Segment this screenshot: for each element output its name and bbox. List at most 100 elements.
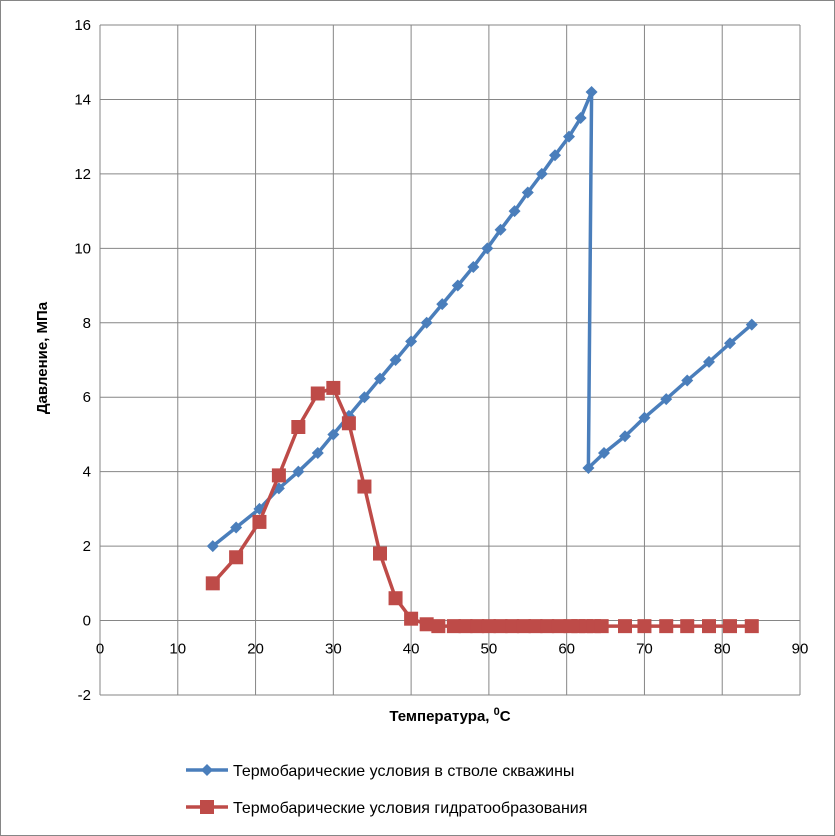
data-point: [638, 411, 651, 424]
data-point: [594, 619, 609, 634]
x-tick-label: 60: [558, 641, 575, 658]
data-point: [680, 619, 695, 634]
data-point: [481, 619, 496, 634]
y-tick-label: 12: [74, 166, 91, 183]
data-point: [585, 86, 598, 98]
data-point: [436, 298, 449, 311]
data-point: [637, 619, 652, 634]
x-tick-label: 0: [96, 641, 104, 658]
data-point: [467, 260, 480, 273]
y-tick-label: -2: [78, 687, 91, 704]
data-point: [358, 391, 371, 404]
data-point: [681, 374, 694, 387]
x-tick-label: 50: [481, 641, 498, 658]
data-point: [521, 186, 534, 199]
data-point: [470, 619, 485, 634]
data-point: [458, 619, 473, 634]
data-point: [292, 465, 305, 478]
data-point: [206, 540, 219, 553]
data-point: [563, 130, 575, 143]
data-point: [291, 420, 306, 434]
data-point: [405, 335, 418, 348]
data-point: [724, 337, 736, 350]
data-point: [660, 393, 673, 406]
data-point: [253, 502, 266, 515]
data-point: [310, 386, 325, 401]
data-point: [205, 576, 220, 591]
y-tick-label: 16: [74, 17, 91, 34]
data-point: [574, 112, 587, 125]
data-point: [493, 619, 508, 634]
data-point: [494, 223, 507, 236]
data-point: [419, 617, 434, 632]
grid: [99, 24, 801, 696]
data-point: [549, 149, 561, 162]
legend: Термобарические условия в стволе скважин…: [186, 763, 587, 817]
y-tick-label: 2: [83, 538, 91, 555]
data-point: [618, 619, 632, 634]
x-tick-label: 30: [325, 641, 342, 658]
data-point: [373, 546, 387, 561]
data-point: [271, 468, 286, 483]
data-point: [374, 372, 386, 385]
x-tick-label: 20: [247, 641, 264, 658]
y-tick-label: 14: [74, 91, 91, 108]
data-point: [505, 619, 520, 634]
data-point: [326, 380, 341, 395]
data-point: [341, 416, 356, 431]
x-tick-label: 80: [714, 641, 731, 658]
data-point: [659, 619, 674, 634]
data-point: [535, 167, 548, 180]
data-point: [357, 479, 372, 494]
data-point: [252, 514, 267, 529]
data-point: [703, 355, 715, 368]
data-point: [744, 619, 759, 634]
y-tick-label: 10: [74, 240, 91, 257]
legend-label: Термобарические условия в стволе скважин…: [233, 763, 574, 780]
y-tick-label: 4: [83, 464, 91, 481]
data-point: [451, 279, 464, 292]
data-point: [745, 318, 758, 331]
series-2: [205, 380, 759, 634]
y-axis-title: Давление, МПа: [34, 301, 51, 414]
x-tick-label: 90: [792, 641, 809, 658]
x-tick-label: 70: [636, 641, 653, 658]
legend-marker: [201, 764, 213, 776]
data-point: [481, 242, 494, 255]
y-tick-label: 6: [83, 389, 91, 406]
data-point: [229, 550, 244, 565]
series-line: [211, 90, 753, 548]
data-point: [508, 205, 521, 218]
x-axis-title: Температура, 0C: [389, 706, 510, 725]
legend-item: Термобарические условия в стволе скважин…: [186, 763, 574, 780]
data-point: [540, 619, 555, 634]
data-point: [230, 521, 243, 534]
series-1: [206, 86, 758, 553]
data-point: [431, 619, 446, 634]
legend-item: Термобарические условия гидратообразован…: [186, 800, 587, 817]
series-layer: [205, 86, 759, 634]
data-point: [311, 447, 324, 460]
data-point: [446, 619, 461, 634]
data-point: [619, 430, 631, 443]
data-point: [404, 611, 419, 626]
x-tick-label: 10: [169, 641, 186, 658]
data-point: [388, 591, 403, 606]
data-point: [723, 619, 737, 634]
data-point: [702, 619, 716, 634]
data-point: [389, 354, 402, 366]
tick-labels: -2 0 2 4 6 8 10 12 14 16 0 10 20 30 40 50 60 70 80 90: [74, 17, 808, 704]
data-point: [327, 428, 340, 441]
x-tick-label: 40: [403, 641, 420, 658]
data-point: [528, 619, 543, 634]
data-point: [551, 619, 566, 634]
legend-label: Термобарические условия гидратообразован…: [233, 800, 587, 817]
data-point: [582, 461, 595, 474]
data-point: [420, 316, 433, 329]
y-tick-label: 0: [83, 613, 91, 630]
data-point: [516, 619, 531, 634]
legend-marker: [200, 800, 214, 814]
data-point: [598, 447, 610, 460]
